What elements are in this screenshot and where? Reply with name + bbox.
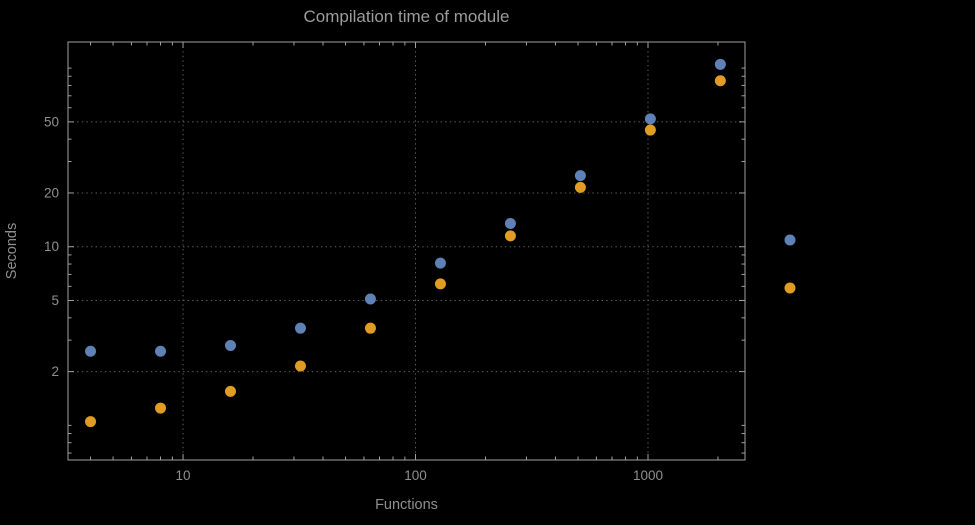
data-point-series-1-blue — [85, 345, 97, 357]
data-point-series-2-orange — [714, 75, 726, 87]
data-point-series-1-blue — [644, 113, 656, 125]
data-point-series-1-blue — [155, 345, 167, 357]
data-point-series-1-blue — [574, 170, 586, 182]
plot-frame — [67, 41, 746, 461]
data-point-series-2-orange — [224, 385, 236, 397]
y-tick-label: 50 — [44, 114, 59, 129]
x-tick-label: 10 — [176, 468, 191, 483]
x-axis-label: Functions — [375, 497, 438, 513]
data-point-series-1-blue — [714, 58, 726, 70]
y-tick-label: 20 — [44, 185, 59, 200]
y-tick-label: 5 — [51, 293, 59, 308]
data-point-series-1-blue — [364, 293, 376, 305]
legend-marker-series-2-orange — [784, 282, 796, 294]
data-point-series-2-orange — [364, 322, 376, 334]
data-point-series-1-blue — [224, 339, 236, 351]
x-tick-label: 100 — [404, 468, 427, 483]
data-point-series-2-orange — [644, 124, 656, 136]
data-point-series-2-orange — [504, 230, 516, 242]
x-tick-label: 1000 — [633, 468, 663, 483]
data-point-series-2-orange — [294, 360, 306, 372]
data-point-series-2-orange — [574, 181, 586, 193]
data-point-series-1-blue — [434, 257, 446, 269]
y-tick-label: 10 — [44, 239, 59, 254]
data-point-series-1-blue — [504, 217, 516, 229]
legend-marker-series-1-blue — [784, 234, 796, 246]
y-tick-label: 2 — [51, 364, 59, 379]
chart-title: Compilation time of module — [303, 7, 510, 26]
data-point-series-2-orange — [155, 402, 167, 414]
data-point-series-2-orange — [85, 416, 97, 428]
data-point-series-2-orange — [434, 278, 446, 290]
data-point-series-1-blue — [294, 322, 306, 334]
